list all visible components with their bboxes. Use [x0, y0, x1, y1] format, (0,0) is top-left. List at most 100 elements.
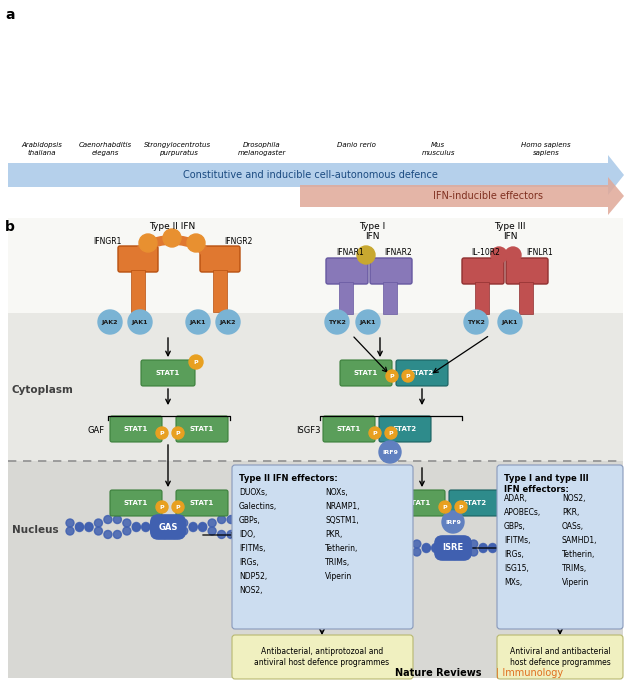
- Circle shape: [365, 543, 374, 551]
- Text: Type III
IFN: Type III IFN: [494, 222, 526, 241]
- Circle shape: [94, 527, 103, 535]
- Circle shape: [384, 540, 392, 548]
- Circle shape: [517, 536, 525, 545]
- Text: SQSTM1,: SQSTM1,: [325, 516, 359, 525]
- FancyBboxPatch shape: [232, 465, 413, 629]
- Text: JAK1: JAK1: [131, 319, 148, 325]
- Circle shape: [403, 551, 411, 560]
- Text: JAK2: JAK2: [102, 319, 118, 325]
- Circle shape: [237, 519, 245, 527]
- Circle shape: [208, 527, 216, 535]
- Text: Type II IFN effectors:: Type II IFN effectors:: [239, 474, 338, 483]
- Text: STAT2: STAT2: [410, 370, 434, 376]
- Circle shape: [508, 536, 516, 545]
- Text: GBPs,: GBPs,: [239, 516, 261, 525]
- Text: Caenorhabditis
elegans: Caenorhabditis elegans: [79, 142, 131, 155]
- Polygon shape: [300, 177, 624, 215]
- Text: Danio rerio: Danio rerio: [337, 142, 376, 148]
- Text: Cytoplasm: Cytoplasm: [12, 385, 74, 395]
- Text: STAT2: STAT2: [463, 500, 487, 506]
- Text: TRIMs,: TRIMs,: [562, 564, 587, 573]
- Text: NOXs,: NOXs,: [325, 488, 348, 497]
- Circle shape: [357, 246, 375, 264]
- Circle shape: [356, 548, 364, 556]
- Circle shape: [464, 310, 488, 334]
- Circle shape: [139, 234, 157, 252]
- Circle shape: [460, 536, 468, 545]
- Text: IFNGR1: IFNGR1: [93, 237, 121, 246]
- Text: Nature Reviews: Nature Reviews: [395, 668, 482, 678]
- Text: Type I and type III
IFN effectors:: Type I and type III IFN effectors:: [504, 474, 589, 494]
- Bar: [8, 218, 623, 313]
- Circle shape: [132, 523, 140, 532]
- Text: P: P: [459, 504, 464, 510]
- Text: Tetherin,: Tetherin,: [325, 544, 359, 553]
- FancyBboxPatch shape: [396, 360, 448, 386]
- Circle shape: [180, 527, 187, 535]
- Circle shape: [216, 310, 240, 334]
- Text: Arabidopsis
thaliana: Arabidopsis thaliana: [21, 142, 62, 155]
- Bar: [339, 282, 353, 314]
- Circle shape: [227, 530, 235, 538]
- Circle shape: [187, 234, 205, 252]
- Text: JAK1: JAK1: [360, 319, 376, 325]
- Circle shape: [208, 519, 216, 527]
- Text: IRF9: IRF9: [382, 449, 398, 455]
- Bar: [8, 313, 623, 461]
- Text: Viperin: Viperin: [562, 578, 589, 587]
- Circle shape: [379, 441, 401, 463]
- Circle shape: [227, 516, 235, 523]
- Text: IFITMs,: IFITMs,: [239, 544, 265, 553]
- FancyBboxPatch shape: [323, 416, 375, 442]
- Circle shape: [104, 530, 112, 538]
- Circle shape: [422, 545, 430, 553]
- Circle shape: [470, 548, 477, 556]
- Text: JAK2: JAK2: [220, 319, 237, 325]
- Text: IDO,: IDO,: [239, 530, 255, 539]
- Text: APOBECs,: APOBECs,: [504, 508, 541, 517]
- Text: Drosophila
melanogaster: Drosophila melanogaster: [238, 142, 286, 155]
- Circle shape: [172, 427, 184, 439]
- Circle shape: [75, 523, 84, 530]
- Text: P: P: [389, 430, 393, 436]
- Circle shape: [442, 540, 449, 548]
- Circle shape: [526, 548, 535, 556]
- Text: Mus
musculus: Mus musculus: [421, 142, 455, 155]
- Circle shape: [413, 548, 421, 556]
- Circle shape: [470, 540, 477, 548]
- Circle shape: [536, 543, 544, 551]
- Circle shape: [489, 545, 497, 553]
- FancyBboxPatch shape: [449, 490, 501, 516]
- Text: GAS: GAS: [159, 523, 177, 532]
- Circle shape: [505, 247, 521, 263]
- Circle shape: [325, 310, 349, 334]
- Circle shape: [375, 543, 383, 551]
- Circle shape: [156, 427, 168, 439]
- Text: STAT1: STAT1: [190, 500, 214, 506]
- Text: NOS2,: NOS2,: [239, 586, 262, 595]
- Text: IFN-inducible effectors: IFN-inducible effectors: [433, 191, 543, 201]
- Circle shape: [142, 523, 150, 532]
- Circle shape: [237, 527, 245, 535]
- Text: SAMHD1,: SAMHD1,: [562, 536, 598, 545]
- Text: STAT1: STAT1: [407, 500, 431, 506]
- Circle shape: [386, 370, 398, 382]
- Text: IFNAR1: IFNAR1: [336, 248, 364, 257]
- Text: IFNGR2: IFNGR2: [224, 237, 252, 246]
- Text: | Immunology: | Immunology: [496, 667, 563, 678]
- Circle shape: [491, 247, 507, 263]
- Circle shape: [186, 310, 210, 334]
- Text: IFNLR1: IFNLR1: [526, 248, 554, 257]
- FancyBboxPatch shape: [497, 465, 623, 629]
- Text: IRGs,: IRGs,: [239, 558, 259, 567]
- Circle shape: [451, 536, 459, 545]
- Text: STAT1: STAT1: [156, 370, 180, 376]
- Text: Viperin: Viperin: [325, 572, 352, 581]
- FancyBboxPatch shape: [176, 490, 228, 516]
- Circle shape: [517, 551, 525, 560]
- Circle shape: [189, 523, 197, 530]
- Text: IL-10R2: IL-10R2: [472, 248, 501, 257]
- Text: STAT1: STAT1: [354, 370, 378, 376]
- Text: IFITMs,: IFITMs,: [504, 536, 530, 545]
- Text: NRAMP1,: NRAMP1,: [325, 502, 360, 511]
